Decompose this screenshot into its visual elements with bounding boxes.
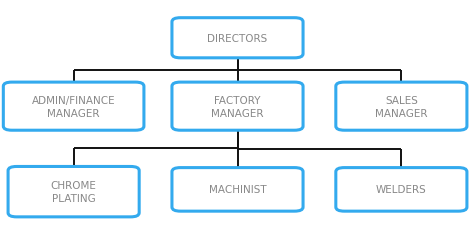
FancyBboxPatch shape xyxy=(3,83,144,131)
FancyBboxPatch shape xyxy=(172,168,303,211)
Text: DIRECTORS: DIRECTORS xyxy=(208,34,267,44)
Text: CHROME
PLATING: CHROME PLATING xyxy=(51,180,96,203)
Text: ADMIN/FINANCE
MANAGER: ADMIN/FINANCE MANAGER xyxy=(32,95,115,118)
FancyBboxPatch shape xyxy=(8,167,139,217)
FancyBboxPatch shape xyxy=(172,83,303,131)
FancyBboxPatch shape xyxy=(336,168,467,211)
FancyBboxPatch shape xyxy=(172,19,303,59)
FancyBboxPatch shape xyxy=(336,83,467,131)
Text: WELDERS: WELDERS xyxy=(376,185,427,195)
Text: SALES
MANAGER: SALES MANAGER xyxy=(375,95,428,118)
Text: FACTORY
MANAGER: FACTORY MANAGER xyxy=(211,95,264,118)
Text: MACHINIST: MACHINIST xyxy=(209,185,266,195)
